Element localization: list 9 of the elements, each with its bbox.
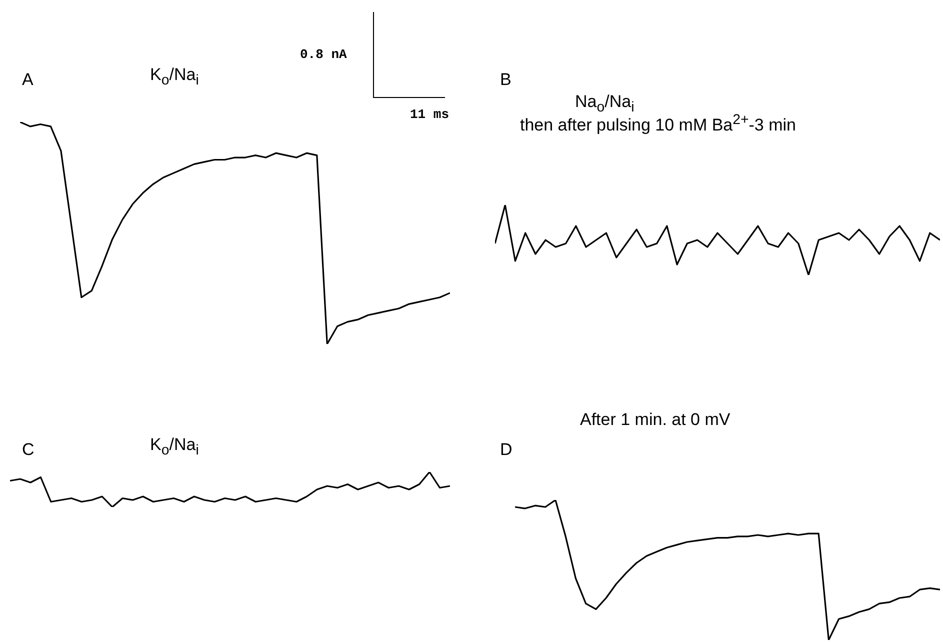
chart-subtitle: K$_{o}$/Na$_{i}$ — [150, 65, 199, 88]
chart-title: D — [500, 440, 512, 460]
chart-subtitle: After 1 min. at 0 mV — [580, 410, 730, 430]
chart-subtitle: K$_{o}$/Na$_{i}$ — [150, 435, 199, 458]
chart-title: C — [22, 440, 34, 460]
text: 0.8 nA — [300, 47, 347, 62]
chart-title: A — [22, 70, 34, 90]
annotation: 11 ms — [410, 107, 450, 122]
chart-title: B — [500, 70, 512, 90]
